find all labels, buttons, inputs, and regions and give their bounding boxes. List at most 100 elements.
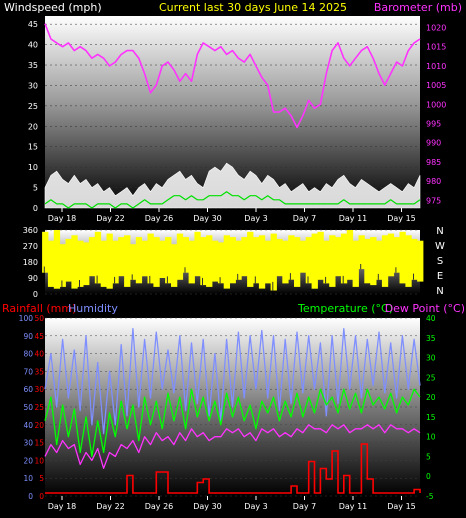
humidity-series: [44, 328, 421, 435]
x-tick-label: Day 3: [244, 214, 267, 223]
wind-y-tick-label: 0: [33, 204, 38, 213]
x-tick-label: Day 3: [244, 502, 267, 511]
wind-average-series: [44, 191, 421, 209]
direction-band: [94, 231, 102, 284]
x-tick-label: Day 26: [145, 502, 174, 511]
direction-band: [159, 240, 166, 278]
direction-gap: [131, 274, 133, 280]
direction-gap: [149, 275, 151, 284]
direction-band: [335, 237, 342, 277]
rainfall-y-tick-label: 10: [34, 456, 44, 465]
direction-band: [294, 237, 301, 287]
direction-gap: [413, 273, 414, 280]
direction-band: [124, 235, 131, 287]
direction-gap: [289, 273, 291, 280]
direction-band: [241, 237, 248, 277]
rainfall-y-tick-label: 35: [34, 367, 44, 376]
direction-band: [393, 237, 400, 273]
wind-y-tick-label: 10: [28, 163, 38, 172]
barometer-y-tick-label: 980: [426, 177, 441, 186]
direction-band: [381, 235, 389, 287]
direction-gap: [79, 280, 80, 287]
direction-band: [417, 240, 424, 282]
rainfall-y-tick-label: 15: [34, 439, 44, 448]
humidity-y-tick-label: 90: [23, 332, 33, 341]
direction-band: [135, 237, 143, 284]
x-tick-label: Day 18: [48, 502, 77, 511]
direction-band: [182, 237, 189, 273]
direction-band: [118, 237, 125, 277]
direction-band: [264, 240, 271, 284]
direction-band: [106, 233, 113, 289]
temperature-y-tick-label: 30: [426, 354, 436, 363]
direction-band: [83, 242, 90, 286]
direction-band: [352, 240, 359, 287]
direction-band: [42, 231, 49, 273]
temperature-y-tick-label: 20: [426, 393, 436, 402]
axes: 0510152025303540459759809859909951000100…: [19, 20, 447, 511]
x-tick-label: Day 7: [293, 502, 316, 511]
direction-gap: [360, 264, 362, 270]
direction-band: [346, 230, 354, 280]
humidity-y-tick-label: 10: [23, 474, 33, 483]
direction-band: [112, 240, 119, 284]
direction-band: [299, 240, 307, 273]
direction-gap: [272, 281, 274, 291]
direction-band: [323, 240, 330, 284]
wind-y-tick-label: 35: [28, 61, 38, 70]
wind-y-tick-label: 45: [28, 20, 38, 29]
dewpoint-series: [44, 424, 421, 469]
rainfall-y-tick-label: 25: [34, 403, 44, 412]
direction-band: [411, 238, 418, 280]
barometer-y-tick-label: 1005: [426, 81, 446, 90]
temperature-series: [44, 388, 421, 458]
x-tick-label: Day 11: [339, 502, 368, 511]
wind-gust-series: [44, 162, 421, 209]
barometer-y-tick-label: 1010: [426, 62, 446, 71]
chart-marks: [42, 23, 424, 494]
dewpoint-axis-label: Dew Point (°C): [385, 302, 465, 315]
humidity-y-tick-label: 80: [23, 350, 33, 359]
direction-gap: [202, 277, 203, 286]
x-tick-label: Day 11: [339, 214, 368, 223]
direction-band: [171, 244, 178, 287]
direction-y-tick-label: 180: [23, 258, 38, 267]
direction-gap: [96, 275, 98, 284]
direction-band: [88, 237, 96, 277]
direction-band: [270, 233, 277, 291]
direction-band: [276, 238, 283, 277]
direction-gap: [219, 277, 221, 284]
direction-gap: [395, 267, 397, 273]
x-tick-label: Day 26: [145, 214, 174, 223]
direction-band: [405, 235, 412, 287]
direction-band: [288, 235, 295, 280]
direction-band: [305, 237, 312, 284]
windspeed-axis-label: Windspeed (mph): [4, 1, 102, 14]
direction-band: [212, 240, 219, 282]
x-tick-label: Day 15: [387, 214, 416, 223]
direction-band: [147, 233, 154, 284]
direction-band: [100, 240, 107, 287]
humidity-axis-label: Humidity: [68, 302, 118, 315]
temperature-y-tick-label: 10: [426, 433, 436, 442]
direction-band: [130, 244, 137, 280]
direction-gap: [184, 267, 186, 273]
direction-band: [47, 240, 55, 287]
direction-gap: [377, 273, 379, 280]
humidity-y-tick-label: 100: [19, 314, 34, 323]
wind-y-tick-label: 20: [28, 122, 38, 131]
wind-y-tick-label: 5: [33, 184, 38, 193]
direction-gap: [325, 276, 327, 284]
direction-gap: [43, 266, 45, 273]
temperature-y-tick-label: 15: [426, 413, 436, 422]
direction-gap: [307, 276, 309, 284]
temperature-y-tick-label: 25: [426, 373, 436, 382]
direction-band: [229, 237, 236, 284]
direction-band: [235, 240, 242, 280]
rainfall-y-tick-label: 40: [34, 350, 44, 359]
direction-band: [282, 240, 289, 284]
direction-gap: [61, 280, 63, 287]
barometer-y-tick-label: 1000: [426, 100, 446, 109]
direction-gap: [114, 276, 116, 284]
direction-band: [387, 233, 395, 277]
